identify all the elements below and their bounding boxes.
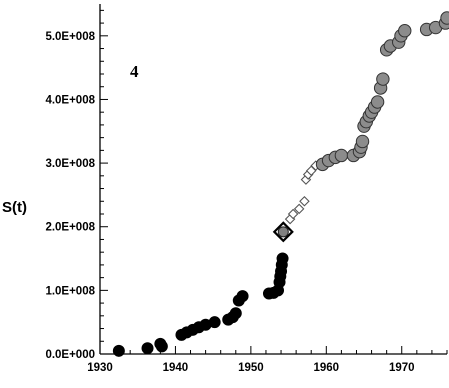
data-point-grey: [440, 11, 449, 25]
data-point-open-diamond: [287, 208, 299, 220]
y-tick-label: 4.0E+008: [45, 94, 95, 106]
y-tick-label: 5.0E+008: [45, 31, 95, 43]
data-point-black: [208, 316, 221, 329]
data-point-black: [229, 307, 242, 320]
data-point-black: [236, 290, 249, 303]
data-point-grey: [370, 95, 385, 109]
y-tick-label: 0.0E+000: [45, 349, 95, 361]
y-tick-label: 2.0E+008: [45, 222, 95, 234]
y-axis-label: S(t): [2, 199, 27, 216]
x-tick-label: 1930: [87, 362, 113, 374]
data-point-black: [141, 342, 154, 355]
data-point-open-diamond: [299, 195, 310, 207]
data-point-open-diamond: [293, 203, 305, 215]
data-point-highlight: [277, 226, 289, 238]
data-point-grey: [334, 148, 349, 163]
x-tick-label: 1960: [314, 362, 340, 374]
chart-axes: 1930 1940 1950 1960 1970 0.0E+000 1.0E+008 2.0E…: [45, 4, 448, 374]
y-tick-label: 3.0E+008: [45, 158, 95, 170]
x-tick-label: 1970: [389, 362, 415, 374]
data-point-black: [276, 252, 289, 265]
x-tick-label: 1950: [238, 362, 264, 374]
x-tick-label: 1940: [163, 362, 189, 374]
chart-marks: [112, 11, 449, 357]
panel-label: 4: [130, 62, 139, 81]
data-point-grey: [355, 134, 370, 149]
y-tick-label: 1.0E+008: [45, 285, 95, 297]
data-point-grey: [398, 24, 412, 38]
data-point-grey: [376, 72, 390, 86]
data-point-black: [155, 340, 168, 353]
